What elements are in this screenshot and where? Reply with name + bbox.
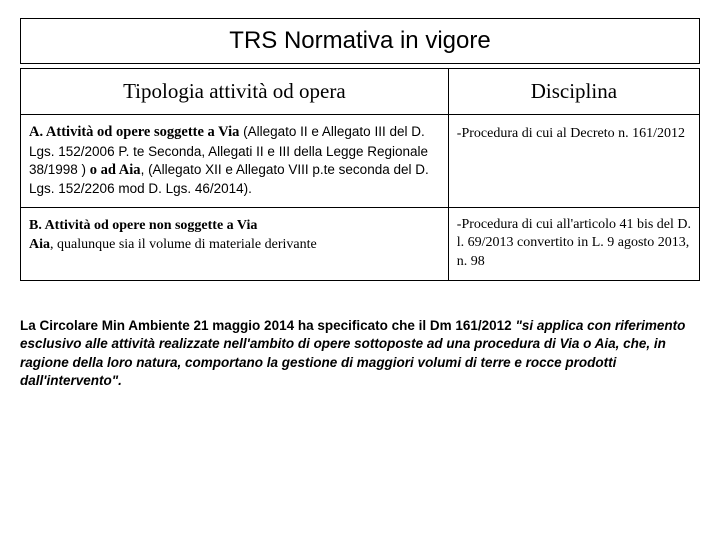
cell-b-tipologia: B. Attività od opere non soggette a Via … (21, 207, 449, 281)
header-disciplina: Disciplina (448, 69, 699, 115)
row-a-disc: Procedura di cui al Decreto n. 161/2012 (461, 126, 685, 141)
cell-a-tipologia: A. Attività od opere soggette a Via (All… (21, 115, 449, 208)
table-row-a: A. Attività od opere soggette a Via (All… (21, 115, 700, 208)
row-a-lead: A. Attività od opere soggette a Via (29, 124, 239, 140)
footer-pre: La Circolare Min Ambiente 21 maggio 2014… (20, 318, 515, 333)
cell-a-disciplina: -Procedura di cui al Decreto n. 161/2012 (448, 115, 699, 208)
normativa-table: Tipologia attività od opera Disciplina A… (20, 68, 700, 281)
table-row-b: B. Attività od opere non soggette a Via … (21, 207, 700, 281)
page-title: TRS Normativa in vigore (20, 18, 700, 64)
row-b-lead: B. Attività od opere non soggette a Via (29, 218, 257, 233)
table-header-row: Tipologia attività od opera Disciplina (21, 69, 700, 115)
cell-b-disciplina: -Procedura di cui all'articolo 41 bis de… (448, 207, 699, 281)
footer-note: La Circolare Min Ambiente 21 maggio 2014… (20, 317, 700, 390)
row-b-disc: Procedura di cui all'articolo 41 bis del… (457, 217, 691, 270)
row-a-lead2: o ad Aia (90, 162, 141, 178)
row-b-line2-rest: , qualunque sia il volume di materiale d… (50, 237, 317, 252)
row-b-line2-lead: Aia (29, 237, 50, 252)
header-tipologia: Tipologia attività od opera (21, 69, 449, 115)
